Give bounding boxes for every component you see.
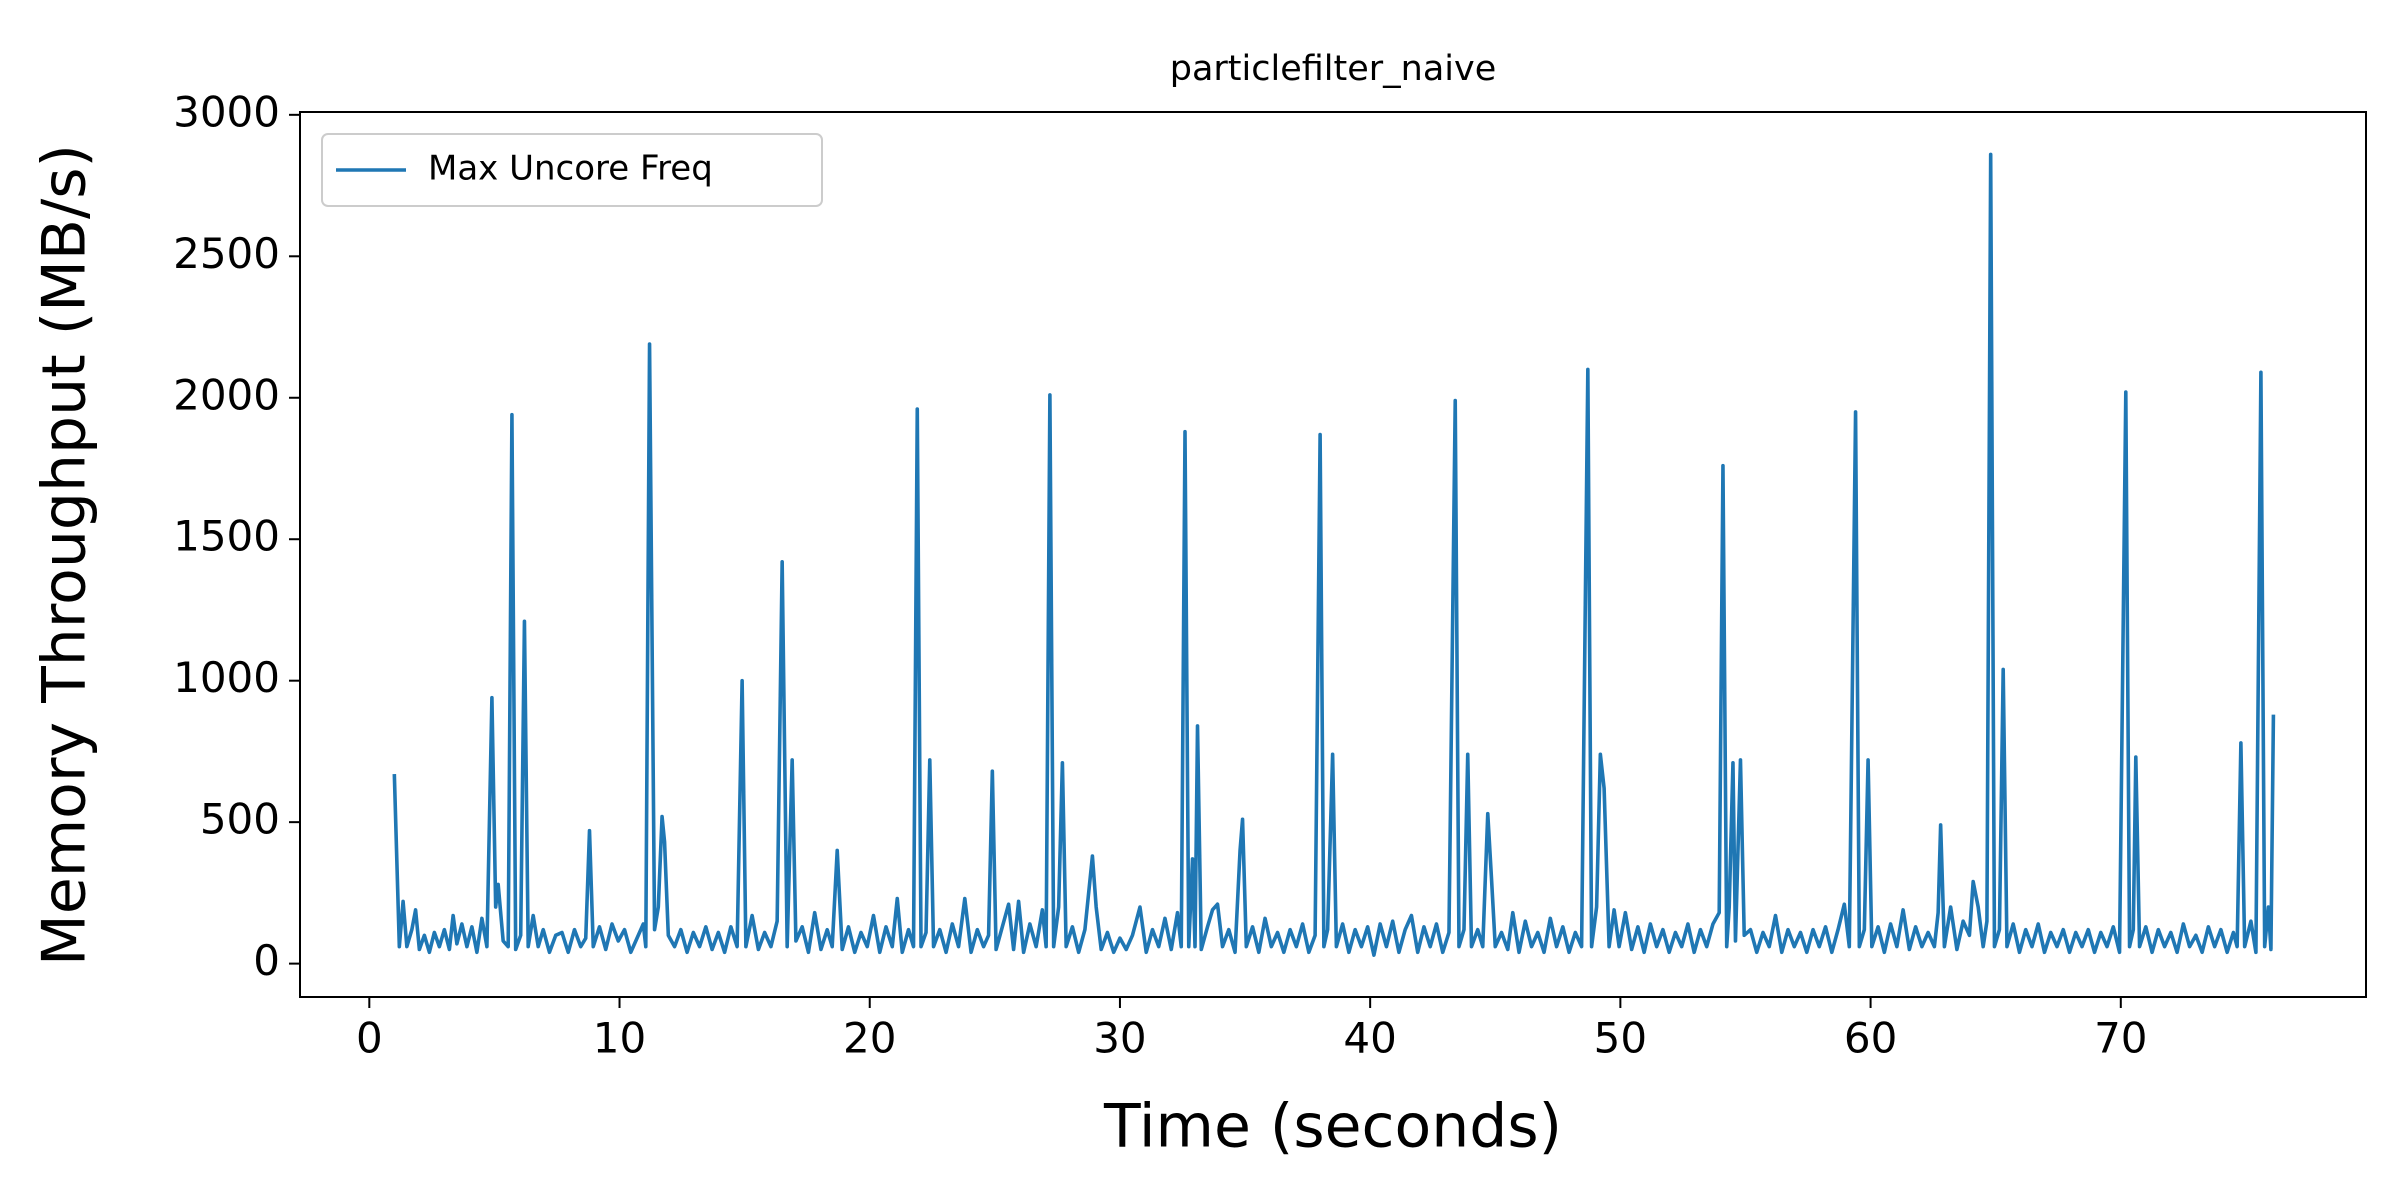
data-line (392, 152, 2276, 957)
x-tick-label: 30 (1093, 1014, 1146, 1063)
x-tick-label: 70 (2094, 1014, 2147, 1063)
y-tick-label: 3000 (173, 87, 280, 136)
legend-label: Max Uncore Freq (428, 149, 713, 189)
y-tick-label: 2000 (173, 370, 280, 419)
y-tick-label: 1500 (173, 512, 280, 561)
y-tick-label: 500 (200, 795, 280, 844)
x-tick-label: 20 (843, 1014, 896, 1063)
plot-frame (299, 111, 2367, 998)
x-tick-label: 0 (356, 1014, 383, 1063)
legend-box (321, 133, 823, 207)
y-tick-label: 1000 (173, 653, 280, 702)
x-tick-label: 10 (593, 1014, 646, 1063)
x-tick-label: 60 (1844, 1014, 1897, 1063)
legend: Max Uncore Freq (321, 133, 823, 207)
chart-title: particlefilter_naive (1170, 49, 1497, 89)
x-tick-label: 40 (1343, 1014, 1396, 1063)
y-tick-label: 2500 (173, 229, 280, 278)
y-axis-label: Memory Throughput (MB/s) (30, 144, 100, 966)
x-tick-label: 50 (1594, 1014, 1647, 1063)
x-axis-label: Time (seconds) (1103, 1092, 1562, 1162)
y-tick-label: 0 (253, 936, 280, 985)
